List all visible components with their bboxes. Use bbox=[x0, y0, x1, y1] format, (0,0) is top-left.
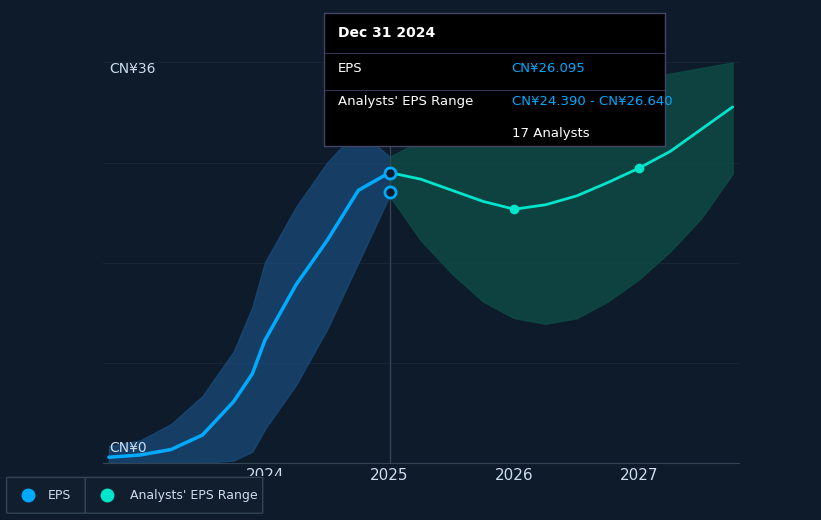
Text: CN¥26.095: CN¥26.095 bbox=[511, 62, 585, 75]
Text: Analysts' EPS Range: Analysts' EPS Range bbox=[130, 489, 257, 502]
Text: EPS: EPS bbox=[338, 62, 363, 75]
Text: Actual: Actual bbox=[340, 95, 383, 109]
Text: Analysts Forecasts: Analysts Forecasts bbox=[396, 95, 525, 109]
Text: CN¥36: CN¥36 bbox=[109, 62, 155, 76]
Text: 17 Analysts: 17 Analysts bbox=[511, 127, 589, 140]
Text: Dec 31 2024: Dec 31 2024 bbox=[338, 26, 435, 40]
Text: Analysts' EPS Range: Analysts' EPS Range bbox=[338, 95, 473, 108]
FancyBboxPatch shape bbox=[85, 477, 263, 513]
Text: CN¥0: CN¥0 bbox=[109, 441, 147, 455]
Text: CN¥24.390 - CN¥26.640: CN¥24.390 - CN¥26.640 bbox=[511, 95, 672, 108]
FancyBboxPatch shape bbox=[7, 477, 85, 513]
Text: EPS: EPS bbox=[48, 489, 71, 502]
